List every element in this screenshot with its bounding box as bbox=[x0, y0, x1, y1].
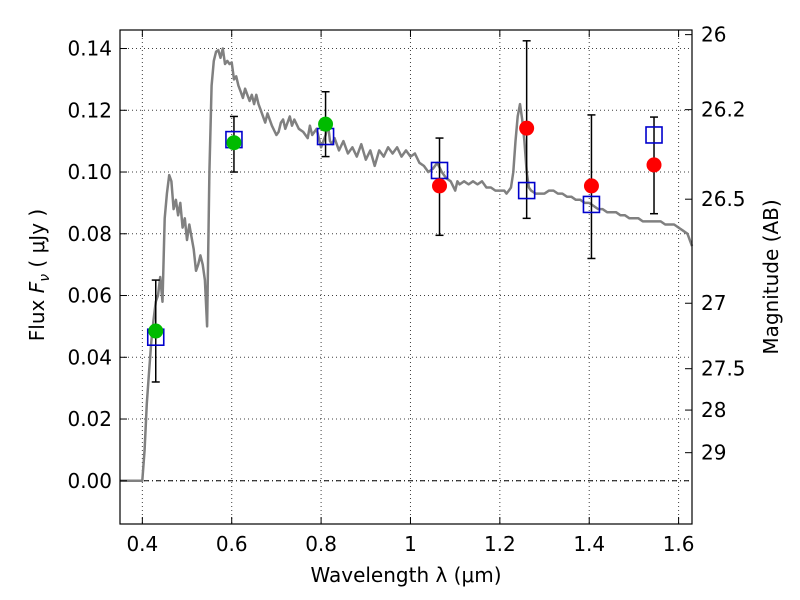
model-photometry-square bbox=[582, 195, 601, 214]
y-tick-label: 0.06 bbox=[67, 284, 112, 308]
y2-tick-label: 26.2 bbox=[701, 98, 746, 122]
y-tick-label: 0.02 bbox=[67, 407, 112, 431]
plot-content bbox=[120, 40, 694, 483]
y2-tick-label: 27 bbox=[701, 291, 726, 315]
x-tick-label: 0.8 bbox=[305, 532, 337, 556]
y-tick-label: 0.04 bbox=[67, 345, 112, 369]
detection-point bbox=[148, 323, 164, 339]
y2-tick-label: 26 bbox=[701, 23, 726, 47]
x-tick-label: 0.4 bbox=[126, 532, 158, 556]
detection-point bbox=[318, 116, 334, 132]
y-axis-right: 26 26.2 26.5 27 27.5 28 29 bbox=[685, 23, 746, 465]
y2-axis-label: Magnitude (AB) bbox=[759, 199, 783, 354]
x-tick-label: 0.6 bbox=[216, 532, 248, 556]
y2-tick-label: 28 bbox=[701, 398, 726, 422]
measurement-point bbox=[519, 120, 535, 136]
y-axis-label: Flux Fν ( μJy ) bbox=[25, 209, 53, 341]
y-axis-left: 0.00 0.02 0.04 0.06 0.08 0.10 0.12 0.14 bbox=[67, 37, 127, 493]
y2-tick-label: 26.5 bbox=[701, 187, 746, 211]
measurement-point bbox=[583, 178, 599, 194]
detection-point bbox=[226, 135, 242, 151]
y-tick-label: 0.12 bbox=[67, 98, 112, 122]
y-tick-label: 0.14 bbox=[67, 37, 112, 61]
x-tick-label: 1 bbox=[404, 532, 417, 556]
y2-tick-label: 27.5 bbox=[701, 357, 746, 381]
plot-frame bbox=[119, 29, 693, 525]
y-tick-label: 0.00 bbox=[67, 469, 112, 493]
sed-model-line bbox=[120, 47, 694, 483]
model-photometry-square bbox=[645, 126, 663, 144]
x-tick-label: 1.6 bbox=[663, 532, 695, 556]
x-axis: 0.4 0.6 0.8 1 1.2 1.4 1.6 bbox=[126, 30, 695, 556]
measurement-point bbox=[646, 157, 662, 173]
y2-tick-label: 29 bbox=[701, 441, 726, 465]
y-tick-label: 0.10 bbox=[67, 160, 112, 184]
x-tick-label: 1.2 bbox=[484, 532, 516, 556]
x-tick-label: 1.4 bbox=[573, 532, 605, 556]
y-tick-label: 0.08 bbox=[67, 222, 112, 246]
x-axis-label: Wavelength λ (μm) bbox=[310, 563, 501, 587]
model-photometry-square bbox=[517, 181, 536, 200]
measurement-point bbox=[432, 178, 448, 194]
